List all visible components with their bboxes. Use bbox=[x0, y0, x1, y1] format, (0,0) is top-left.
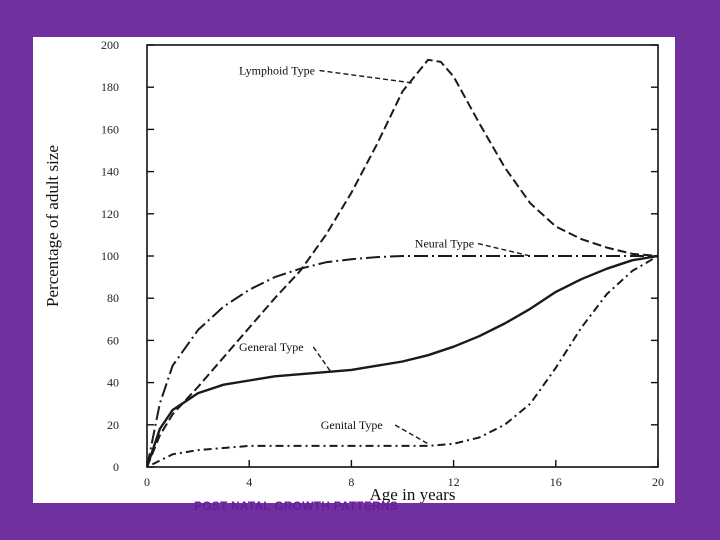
series-line-lymphoid-type bbox=[146, 58, 659, 468]
y-tick-label: 0 bbox=[113, 460, 119, 474]
y-tick-label: 100 bbox=[101, 249, 119, 263]
y-tick-label: 180 bbox=[101, 80, 119, 94]
series-leader bbox=[477, 242, 531, 257]
series-line-general-type bbox=[145, 254, 659, 468]
series-label-neural-type: Neural Type bbox=[415, 237, 474, 251]
y-tick-label: 20 bbox=[107, 418, 119, 432]
y-tick-label: 60 bbox=[107, 333, 119, 347]
series-line-genital-type bbox=[146, 255, 659, 468]
slide-caption: POST NATAL GROWTH PATTERNS bbox=[194, 499, 399, 513]
series-line-neural-type bbox=[146, 255, 658, 468]
y-tick-label: 80 bbox=[107, 291, 119, 305]
y-tick-label: 200 bbox=[101, 38, 119, 52]
series-leader bbox=[394, 424, 429, 445]
y-tick-label: 120 bbox=[101, 207, 119, 221]
series-label-lymphoid-type: Lymphoid Type bbox=[239, 64, 315, 78]
y-tick-label: 40 bbox=[107, 376, 119, 390]
y-tick-label: 140 bbox=[101, 165, 119, 179]
chart-panel: 0 20 40 60 80 100 120 140 160 180 200 0 4 8 12 16 20 Age … bbox=[33, 37, 675, 503]
growth-chart: 0 20 40 60 80 100 120 140 160 180 200 0 4 8 12 16 20 Age … bbox=[43, 38, 664, 503]
y-axis-title: Percentage of adult size bbox=[43, 145, 62, 307]
series-leader bbox=[319, 69, 413, 84]
x-tick-label: 20 bbox=[652, 475, 664, 489]
series-label-general-type: General Type bbox=[239, 340, 304, 354]
x-tick-label: 16 bbox=[550, 475, 562, 489]
x-tick-label: 0 bbox=[144, 475, 150, 489]
x-axis-title: Age in years bbox=[370, 485, 456, 503]
series-label-genital-type: Genital Type bbox=[321, 418, 383, 432]
series-leader bbox=[312, 346, 332, 373]
y-tick-label: 160 bbox=[101, 122, 119, 136]
x-tick-label: 4 bbox=[246, 475, 252, 489]
x-tick-label: 8 bbox=[348, 475, 354, 489]
x-tick-label: 12 bbox=[448, 475, 460, 489]
